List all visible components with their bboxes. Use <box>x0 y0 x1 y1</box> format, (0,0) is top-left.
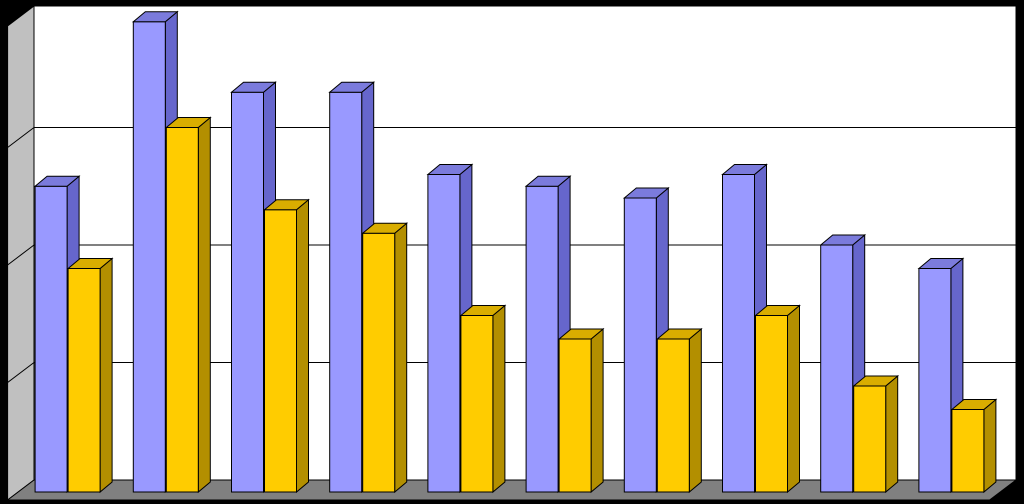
bar-s1-9 <box>820 244 854 493</box>
bar-s1-1 <box>34 185 68 493</box>
bar-top-s1-6 <box>524 175 572 187</box>
bar-side-s2-5 <box>492 304 506 494</box>
bar-top-s2-6 <box>557 328 605 340</box>
bar-s2-4 <box>362 232 396 493</box>
bar-s2-7 <box>656 338 690 493</box>
bar-top-s1-7 <box>622 187 670 199</box>
bar-s2-2 <box>165 127 199 493</box>
bar-s1-6 <box>525 185 559 493</box>
bar-top-s2-10 <box>950 399 998 410</box>
bar-s2-9 <box>853 385 887 493</box>
bar-top-s2-9 <box>852 375 900 387</box>
bar-top-s1-5 <box>426 164 474 175</box>
bar-top-s2-8 <box>754 305 801 316</box>
plot-side-wall <box>7 4 35 502</box>
bar-top-s2-5 <box>459 305 507 316</box>
bar-s1-8 <box>722 174 755 493</box>
bar-s1-2 <box>132 21 166 493</box>
gridline-side <box>7 244 35 266</box>
bar-s1-5 <box>427 174 461 493</box>
bar-top-s2-7 <box>655 328 703 340</box>
bar-top-s1-3 <box>230 81 277 93</box>
bar-side-s2-9 <box>885 374 899 494</box>
bar-s2-1 <box>67 268 101 493</box>
bar-side-s2-3 <box>296 198 309 494</box>
bar-top-s2-4 <box>361 222 409 234</box>
bar-top-s1-8 <box>721 164 768 175</box>
bar-s1-10 <box>918 268 952 493</box>
bar-s2-3 <box>264 209 297 493</box>
bar-side-s2-1 <box>99 257 113 494</box>
bar-side-s2-10 <box>983 398 997 494</box>
bar-s2-6 <box>558 338 592 493</box>
bar-top-s1-4 <box>328 81 376 93</box>
bar-s1-4 <box>329 91 363 493</box>
bar-top-s1-10 <box>917 258 965 269</box>
gridline-side <box>7 127 35 148</box>
bar-top-s1-1 <box>33 175 81 187</box>
bar-side-s2-7 <box>688 327 702 494</box>
bar-top-s1-9 <box>819 234 867 246</box>
bar-side-s2-4 <box>394 222 408 494</box>
bar-s1-3 <box>231 91 264 493</box>
bar-top-s2-3 <box>263 199 310 211</box>
bar-side-s2-8 <box>787 304 800 494</box>
bar-s1-7 <box>623 197 657 493</box>
bar-side-s2-6 <box>590 327 604 494</box>
bar-top-s1-2 <box>131 11 179 23</box>
bar-s2-10 <box>951 409 985 493</box>
bar-side-s2-2 <box>197 116 211 494</box>
bar-top-s2-2 <box>164 117 212 128</box>
gridline-side <box>7 362 35 383</box>
bar-s2-5 <box>460 315 494 493</box>
bar-top-s2-1 <box>66 258 114 269</box>
bar-s2-8 <box>755 315 788 493</box>
